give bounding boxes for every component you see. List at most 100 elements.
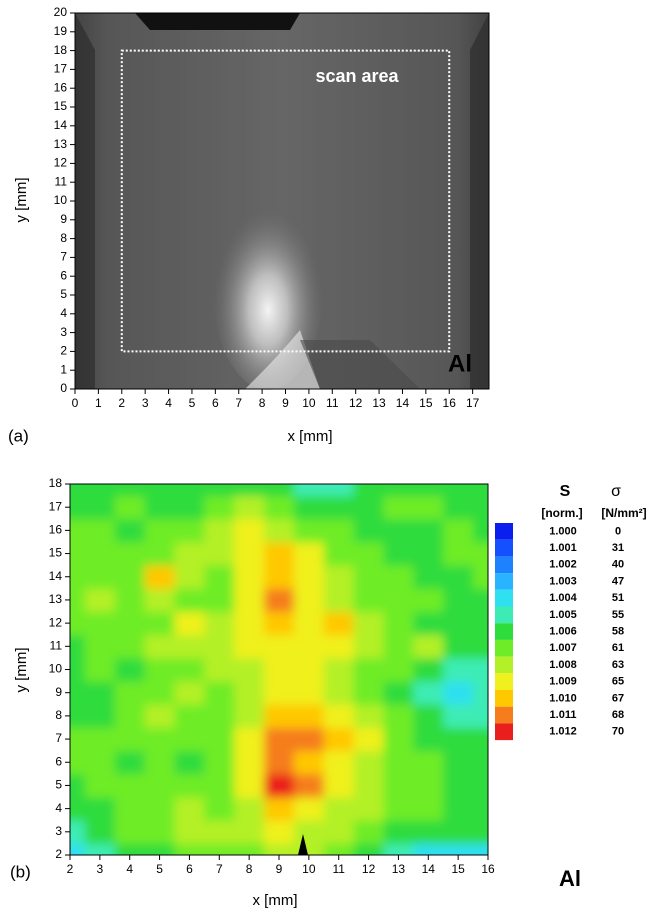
- colorbar-sigma-label: 63: [612, 659, 624, 671]
- contour-cell: [234, 657, 265, 682]
- contour-cell: [234, 495, 265, 520]
- contour-cell: [70, 704, 86, 728]
- y-tick-label: 18: [54, 43, 68, 57]
- contour-cell: [353, 843, 384, 855]
- contour-cell: [264, 541, 295, 566]
- contour-cell: [144, 541, 175, 566]
- contour-cell: [144, 704, 175, 728]
- colorbar-swatch: [495, 539, 513, 557]
- contour-cell: [234, 843, 265, 855]
- y-tick-label: 13: [54, 137, 68, 151]
- colorbar-s-unit: [norm.]: [541, 506, 582, 520]
- contour-cell: [323, 565, 355, 589]
- contour-cell: [353, 634, 384, 659]
- contour-cell: [473, 797, 488, 821]
- contour-cell: [84, 495, 116, 520]
- contour-cell: [353, 484, 384, 497]
- contour-cell: [443, 484, 474, 497]
- x-tick-label: 16: [481, 862, 495, 876]
- scan-area-label: scan area: [315, 66, 399, 86]
- contour-cell: [383, 588, 414, 613]
- contour-cell: [84, 541, 116, 566]
- x-tick-label: 2: [67, 862, 74, 876]
- contour-cell: [383, 518, 414, 543]
- y-tick-label: 4: [60, 306, 67, 320]
- x-tick-label: 4: [165, 396, 172, 410]
- y-tick-label: 20: [54, 5, 68, 19]
- contour-cell: [443, 797, 474, 821]
- contour-cell: [323, 681, 355, 705]
- y-tick-label: 2: [60, 344, 67, 358]
- contour-cell: [443, 843, 474, 855]
- contour-cell: [84, 727, 116, 752]
- contour-cell: [323, 843, 355, 855]
- contour-cell: [144, 820, 175, 844]
- contour-cell: [70, 773, 86, 798]
- contour-cell: [443, 773, 474, 798]
- contour-cell: [234, 797, 265, 821]
- contour-cell: [413, 565, 444, 589]
- x-tick-label: 7: [235, 396, 242, 410]
- contour-cell: [413, 518, 444, 543]
- colorbar-swatch: [495, 556, 513, 574]
- y-tick-label: 14: [54, 118, 68, 132]
- contour-cell: [204, 750, 235, 775]
- y-tick-label: 8: [60, 231, 67, 245]
- contour-cell: [84, 843, 116, 855]
- contour-cell: [70, 657, 86, 682]
- colorbar-s-label: 1.000: [549, 525, 577, 537]
- contour-cell: [473, 681, 488, 705]
- colorbar-sigma-label: 51: [612, 592, 624, 604]
- x-tick-label: 6: [186, 862, 193, 876]
- x-tick-label: 6: [212, 396, 219, 410]
- contour-cell: [234, 518, 265, 543]
- colorbar-sigma-label: 47: [612, 575, 624, 587]
- contour-cell: [84, 657, 116, 682]
- colorbar-s-label: 1.011: [550, 709, 577, 721]
- contour-cell: [234, 773, 265, 798]
- panel-label: (a): [8, 426, 29, 445]
- y-tick-label: 7: [55, 731, 62, 745]
- contour-cell: [144, 750, 175, 775]
- x-tick-label: 9: [276, 862, 283, 876]
- contour-cell: [264, 727, 295, 752]
- contour-cell: [84, 518, 116, 543]
- y-tick-label: 10: [49, 662, 63, 676]
- contour-cell: [234, 750, 265, 775]
- contour-cell: [383, 704, 414, 728]
- contour-cell: [144, 565, 175, 589]
- contour-cell: [70, 495, 86, 520]
- contour-cell: [353, 657, 384, 682]
- contour-cell: [323, 588, 355, 613]
- contour-cell: [70, 820, 86, 844]
- contour-cell: [174, 565, 205, 589]
- contour-cell: [70, 541, 86, 566]
- x-tick-label: 10: [302, 862, 316, 876]
- contour-cell: [383, 681, 414, 705]
- contour-cell: [234, 541, 265, 566]
- material-label: Al: [448, 350, 472, 377]
- contour-cell: [114, 727, 146, 752]
- y-tick-label: 14: [49, 569, 63, 583]
- contour-cell: [443, 541, 474, 566]
- contour-cell: [114, 657, 146, 682]
- contour-cell: [443, 681, 474, 705]
- contour-cell: [443, 727, 474, 752]
- panel-label: (b): [10, 862, 31, 881]
- contour-cell: [443, 704, 474, 728]
- contour-cell: [443, 565, 474, 589]
- y-tick-label: 17: [49, 499, 63, 513]
- contour-cell: [234, 727, 265, 752]
- y-tick-label: 5: [60, 287, 67, 301]
- contour-cell: [323, 750, 355, 775]
- y-tick-label: 15: [49, 546, 63, 560]
- contour-cell: [70, 727, 86, 752]
- contour-cell: [114, 820, 146, 844]
- x-axis-label: x [mm]: [253, 892, 298, 909]
- contour-cell: [144, 657, 175, 682]
- contour-cell: [293, 565, 325, 589]
- colorbar-s-label: 1.007: [549, 642, 577, 654]
- contour-cell: [204, 611, 235, 636]
- contour-cell: [264, 634, 295, 659]
- contour-cell: [293, 773, 325, 798]
